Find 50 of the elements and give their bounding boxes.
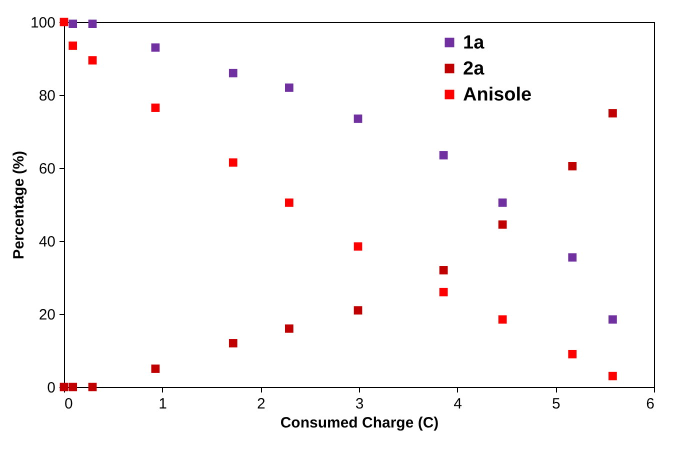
point xyxy=(228,158,238,167)
point xyxy=(498,198,507,207)
x-tick-label: 1 xyxy=(158,396,168,412)
point xyxy=(228,339,238,348)
legend-label: Anisole xyxy=(463,84,532,106)
x-tick-label: 5 xyxy=(552,396,560,412)
point xyxy=(60,18,68,26)
y-tick-label: 20 xyxy=(38,306,56,324)
point xyxy=(498,220,507,229)
point xyxy=(88,382,97,392)
point xyxy=(285,324,294,333)
y-tick-label: 100 xyxy=(30,14,56,32)
y-tick-label: 0 xyxy=(47,380,56,396)
point xyxy=(151,104,160,112)
point xyxy=(354,242,362,251)
point xyxy=(68,382,78,392)
y-tick-label: 60 xyxy=(38,160,56,178)
y-tick-label: 80 xyxy=(38,88,56,104)
legend-label: 2a xyxy=(463,58,485,80)
point xyxy=(439,151,448,160)
point xyxy=(608,109,617,118)
y-tick-label: 40 xyxy=(38,234,56,250)
point xyxy=(285,84,294,92)
point xyxy=(228,68,238,78)
point xyxy=(68,20,78,28)
x-tick-label: 2 xyxy=(256,396,266,412)
point xyxy=(498,315,507,324)
point xyxy=(68,42,78,50)
point xyxy=(608,372,617,380)
point xyxy=(60,382,68,392)
x-tick-label: 3 xyxy=(355,396,364,412)
point xyxy=(439,288,448,296)
x-tick-label: 6 xyxy=(646,396,654,412)
x-tick-label: 4 xyxy=(454,396,462,412)
y-axis-title: Percentage (%) xyxy=(10,150,28,260)
point xyxy=(568,162,577,170)
point xyxy=(88,56,97,65)
point xyxy=(151,43,160,52)
point xyxy=(354,306,362,315)
point xyxy=(151,364,160,373)
point xyxy=(285,198,294,207)
legend-label: 1a xyxy=(463,32,485,54)
point xyxy=(568,253,577,262)
point xyxy=(608,315,617,324)
point xyxy=(354,114,362,123)
point xyxy=(88,20,97,28)
point xyxy=(568,350,577,358)
x-tick-label: 0 xyxy=(64,396,73,412)
point xyxy=(439,266,448,274)
x-axis-title: Consumed Charge (C) xyxy=(280,414,439,432)
